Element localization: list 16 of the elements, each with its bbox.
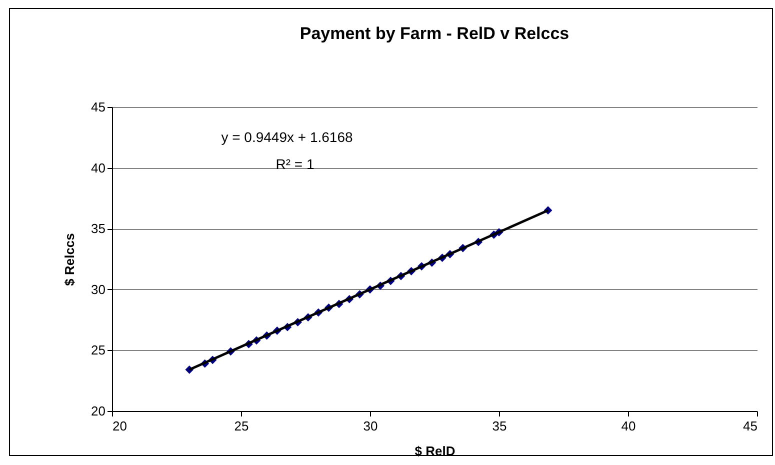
y-tick-label: 40 [91,160,106,176]
chart-title: Payment by Farm - RelD v Relccs [300,24,570,43]
y-tick-label: 45 [91,100,106,114]
x-tick-label: 45 [743,418,758,434]
annotation: y = 0.9449x + 1.6168 [221,129,353,145]
x-tick-label: 30 [363,418,378,434]
y-tick-label: 20 [91,404,106,418]
y-tick-label: 30 [91,282,106,297]
annotation: R² = 1 [276,156,314,172]
x-tick-label: 35 [492,418,507,434]
x-tick-label: 40 [621,418,636,434]
y-axis-title: $ Relccs [62,233,78,286]
y-tick-label: 25 [91,342,106,358]
y-tick-label: 35 [91,221,106,236]
x-tick-label: 20 [112,418,127,434]
x-tick-label: 25 [234,418,249,434]
